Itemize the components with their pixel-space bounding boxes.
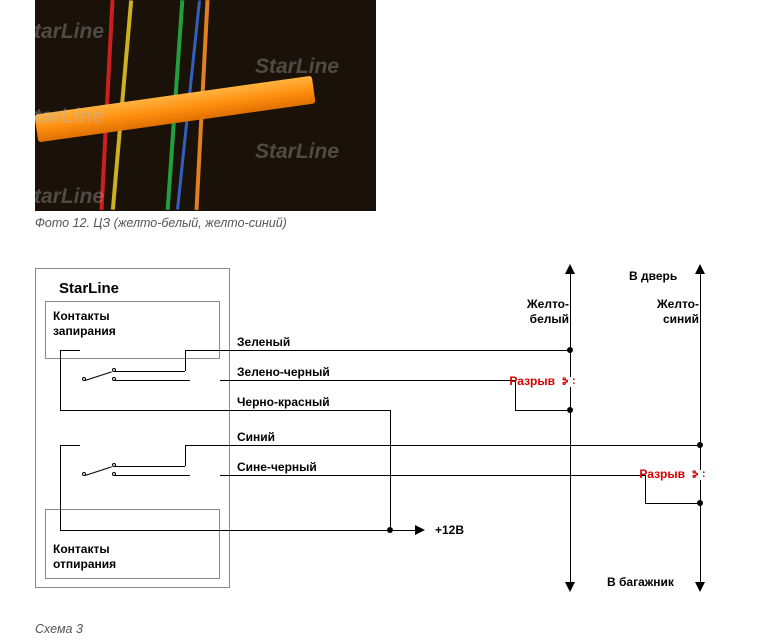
photo-container: StarLine StarLine StarLine StarLine Star… bbox=[35, 0, 376, 211]
blue-relay-v bbox=[60, 445, 61, 490]
arrow-down-icon bbox=[695, 582, 705, 592]
unlock-common-line bbox=[60, 530, 415, 531]
watermark: StarLine bbox=[35, 20, 104, 44]
junction-dot bbox=[567, 407, 573, 413]
lock-label-1: Контакты bbox=[53, 309, 110, 323]
blueblack-in bbox=[115, 475, 190, 476]
junction-dot bbox=[697, 500, 703, 506]
bus-right-name-1: Желто- bbox=[649, 297, 699, 311]
wire-green-black-label: Зелено-черный bbox=[237, 365, 330, 379]
bus-right-line bbox=[700, 268, 701, 588]
junction-dot bbox=[387, 527, 393, 533]
to-trunk-label: В багажник bbox=[607, 575, 674, 589]
watermark: StarLine bbox=[35, 105, 104, 129]
blue-stub bbox=[185, 445, 220, 446]
relay-nc-join2 bbox=[185, 445, 186, 466]
cut-gap bbox=[568, 377, 573, 387]
blackred-join bbox=[60, 395, 61, 410]
photo-caption: Фото 12. ЦЗ (желто-белый, желто-синий) bbox=[35, 216, 287, 230]
unlock-common-v bbox=[60, 490, 61, 530]
to-door-label: В дверь bbox=[629, 269, 677, 283]
relay-terminal bbox=[112, 472, 116, 476]
v12-label: +12В bbox=[435, 523, 464, 537]
blue-wire-line bbox=[220, 445, 700, 446]
bus-left-name-2: белый bbox=[519, 312, 569, 326]
greenblack-wire-line bbox=[220, 380, 515, 381]
arrow-up-icon bbox=[695, 264, 705, 274]
wire-green-label: Зеленый bbox=[237, 335, 290, 349]
installation-photo: StarLine StarLine StarLine StarLine Star… bbox=[35, 0, 376, 211]
relay-stub bbox=[60, 350, 80, 351]
bus-left-name-1: Желто- bbox=[519, 297, 569, 311]
arrow-up-icon bbox=[565, 264, 575, 274]
watermark: StarLine bbox=[255, 55, 339, 79]
brand-label: StarLine bbox=[59, 280, 119, 297]
blackred-drop bbox=[390, 410, 391, 530]
relay-nc-stub2 bbox=[115, 466, 185, 467]
diagram-caption: Схема 3 bbox=[35, 622, 83, 636]
arrow-right-icon bbox=[415, 525, 425, 535]
wire-blue-label: Синий bbox=[237, 430, 275, 444]
bus-right-name-2: синий bbox=[649, 312, 699, 326]
blue-relay-stub bbox=[60, 445, 80, 446]
blueblack-to-bus bbox=[645, 503, 700, 504]
watermark: StarLine bbox=[35, 185, 104, 209]
relay-nc-stub bbox=[115, 371, 185, 372]
blueblack-wire-line bbox=[220, 475, 645, 476]
greenblack-in bbox=[115, 380, 190, 381]
bus-left-line bbox=[570, 268, 571, 588]
blackred-wire-line bbox=[60, 410, 390, 411]
watermark: StarLine bbox=[255, 140, 339, 164]
arrow-down-icon bbox=[565, 582, 575, 592]
wire-blue-black-label: Сине-черный bbox=[237, 460, 317, 474]
junction-dot bbox=[697, 442, 703, 448]
relay-stub-v bbox=[60, 350, 61, 395]
cut-gap bbox=[698, 470, 703, 480]
junction-dot bbox=[567, 347, 573, 353]
lock-label-2: запирания bbox=[53, 324, 116, 338]
wire-black-red-label: Черно-красный bbox=[237, 395, 330, 409]
unlock-label-1: Контакты bbox=[53, 542, 110, 556]
unlock-label-2: отпирания bbox=[53, 557, 116, 571]
relay-terminal bbox=[112, 377, 116, 381]
relay-nc-join bbox=[185, 350, 186, 371]
cut-label-1: Разрыв bbox=[505, 374, 555, 388]
relay-out-stub bbox=[185, 350, 220, 351]
wiring-diagram: StarLine Контакты запирания Контакты отп… bbox=[35, 255, 735, 620]
greenblack-to-bus bbox=[515, 410, 570, 411]
cut-label-2: Разрыв bbox=[635, 467, 685, 481]
green-wire-line bbox=[220, 350, 570, 351]
